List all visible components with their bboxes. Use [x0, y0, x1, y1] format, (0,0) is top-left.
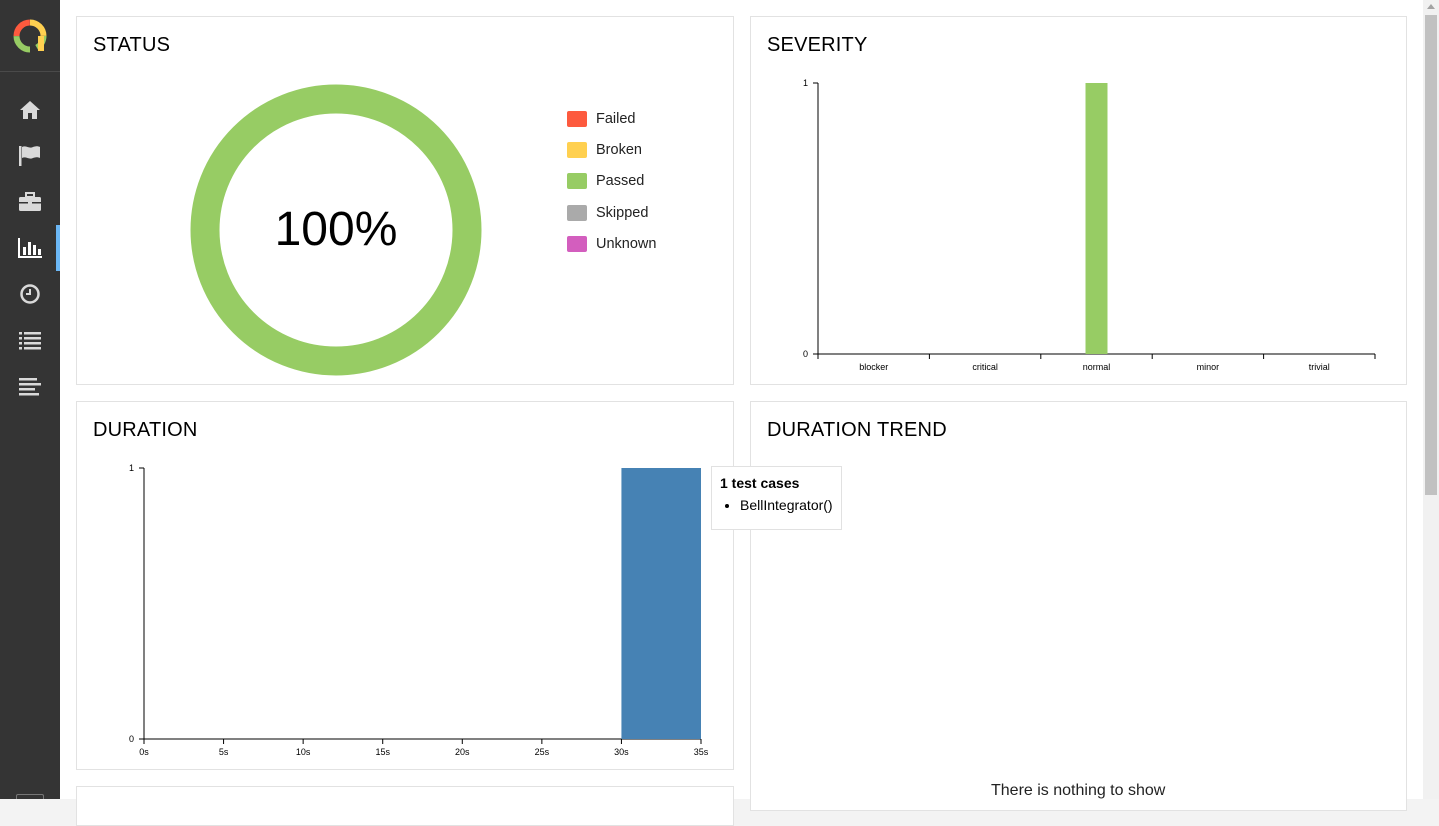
sidebar-item-packages[interactable] [0, 363, 60, 409]
flag-icon [19, 146, 40, 166]
legend-swatch [567, 173, 587, 190]
scrollbar-thumb[interactable] [1425, 15, 1437, 495]
x-tick-label: 20s [455, 747, 470, 757]
legend-label: Passed [596, 173, 645, 190]
home-icon [20, 101, 40, 119]
x-tick-label: minor [1197, 362, 1220, 372]
x-tick-label: 30s [614, 747, 629, 757]
next-widget [76, 786, 734, 826]
clock-icon [20, 284, 40, 304]
legend-item-unknown[interactable]: Unknown [567, 228, 656, 259]
x-tick-label: 15s [375, 747, 390, 757]
duration-tooltip: 1 test cases BellIntegrator() [711, 466, 842, 530]
x-tick-label: 25s [535, 747, 550, 757]
legend-label: Unknown [596, 235, 657, 252]
legend-swatch [567, 204, 587, 221]
status-percent: 100% [274, 203, 398, 256]
duration-title: DURATION [93, 419, 198, 441]
legend-swatch [567, 235, 587, 252]
bar-chart-icon [18, 238, 42, 258]
scroll-up-arrow-icon[interactable] [1427, 4, 1435, 9]
x-tick-label: critical [972, 362, 998, 372]
sidebar-item-behaviors[interactable] [0, 317, 60, 363]
sidebar-item-overview[interactable] [0, 87, 60, 133]
histogram-bar[interactable] [621, 468, 701, 739]
x-tick-label: 35s [694, 747, 709, 757]
x-tick-label: 10s [296, 747, 311, 757]
duration-widget: DURATION 0 1 0s 5s 10s 15s 20s 25s 30s 35s [76, 401, 734, 770]
y-tick-label: 1 [803, 78, 808, 88]
status-legend: Failed Broken Passed Skipped Unknown [567, 103, 656, 259]
y-tick-label: 0 [803, 349, 808, 359]
duration-trend-title: DURATION TREND [767, 419, 947, 441]
empty-message: There is nothing to show [991, 782, 1166, 799]
status-title: STATUS [93, 34, 171, 56]
collapse-toggle[interactable] [16, 794, 44, 799]
x-tick-label: trivial [1309, 362, 1330, 372]
legend-item-broken[interactable]: Broken [567, 134, 656, 165]
x-tick-label: 0s [139, 747, 149, 757]
sidebar-item-graphs[interactable] [0, 225, 60, 271]
severity-bar-chart: 0 1 blocker critical normal minor trivial [803, 78, 1376, 372]
tooltip-list: BellIntegrator() [720, 497, 833, 513]
bar-normal[interactable] [1085, 83, 1108, 354]
timeline-icon [19, 378, 41, 396]
tooltip-title: 1 test cases [720, 475, 800, 491]
legend-item-skipped[interactable]: Skipped [567, 197, 656, 228]
legend-swatch [567, 110, 587, 127]
y-tick-label: 0 [129, 734, 134, 744]
status-widget: STATUS 100% Failed Broken Passed Skipped Unk… [76, 16, 734, 385]
severity-title: SEVERITY [767, 34, 868, 56]
briefcase-icon [19, 192, 41, 211]
legend-item-passed[interactable]: Passed [567, 166, 656, 197]
x-tick-label: 5s [219, 747, 229, 757]
allure-logo [13, 19, 47, 52]
severity-widget: SEVERITY 0 1 blocker critical normal minor tri… [750, 16, 1407, 385]
sidebar-item-categories[interactable] [0, 133, 60, 179]
status-donut-chart [190, 84, 482, 376]
sidebar-nav [0, 87, 60, 409]
legend-swatch [567, 141, 587, 158]
sidebar-item-timeline[interactable] [0, 271, 60, 317]
legend-label: Failed [596, 110, 636, 127]
legend-label: Skipped [596, 204, 649, 221]
vertical-scrollbar[interactable] [1423, 0, 1439, 799]
y-tick-label: 1 [129, 463, 134, 473]
main-content: STATUS 100% Failed Broken Passed Skipped Unk… [60, 0, 1423, 826]
x-tick-label: blocker [859, 362, 888, 372]
legend-item-failed[interactable]: Failed [567, 103, 656, 134]
logo-area[interactable] [0, 0, 60, 72]
legend-label: Broken [596, 141, 642, 158]
sidebar-item-suites[interactable] [0, 179, 60, 225]
x-tick-label: normal [1083, 362, 1111, 372]
tooltip-item: BellIntegrator() [740, 497, 833, 513]
donut-slice-passed[interactable] [190, 84, 482, 376]
sidebar [0, 0, 60, 799]
duration-trend-widget: DURATION TREND There is nothing to show [750, 401, 1407, 811]
list-icon [19, 332, 41, 350]
